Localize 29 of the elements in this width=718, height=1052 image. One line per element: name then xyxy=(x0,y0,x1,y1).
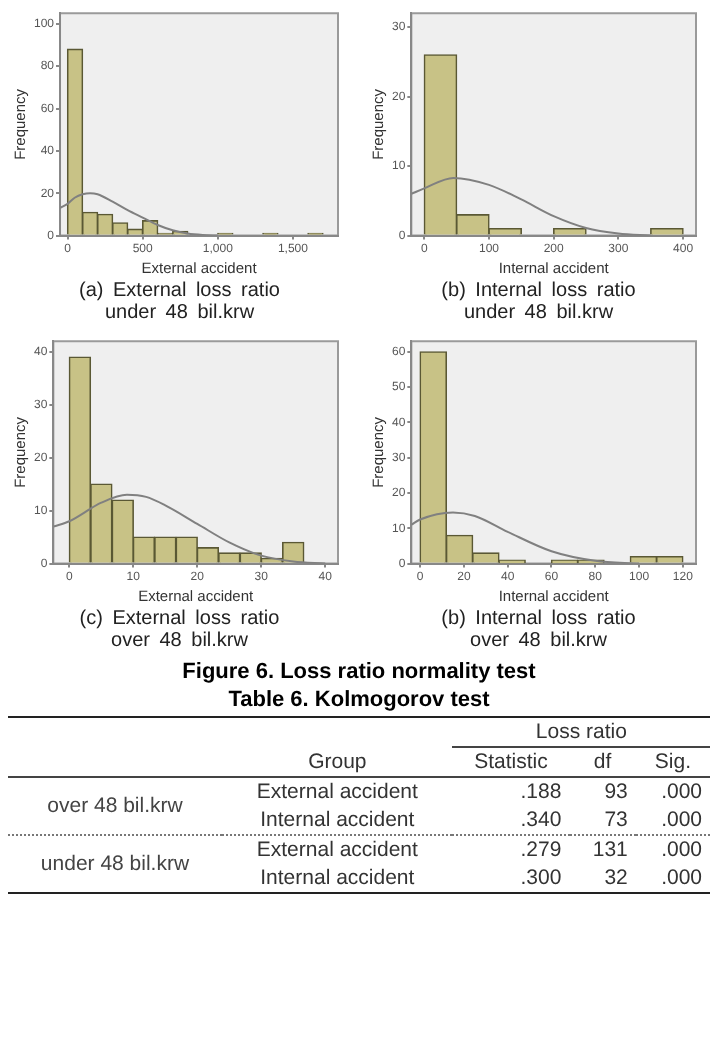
text: Group xyxy=(221,747,453,777)
text: .000 xyxy=(659,778,704,806)
text: External accident xyxy=(254,836,420,864)
caption: Figure 6. Loss ratio normality test xyxy=(180,660,538,684)
text: (b) Internal loss ratio under 48 bil.krw xyxy=(439,280,638,324)
text: Internal accident xyxy=(221,864,453,893)
text: 93 xyxy=(602,778,630,806)
text: 32 xyxy=(569,864,636,893)
text: .340 xyxy=(452,806,570,835)
text: .000 xyxy=(659,836,704,864)
text: .000 xyxy=(635,806,710,835)
text: over 48 bil.krw xyxy=(8,777,222,835)
text: under 48 bil.krw xyxy=(8,835,222,893)
text: 131 xyxy=(590,836,630,864)
text: .279 xyxy=(518,836,564,864)
text: .300 xyxy=(452,864,570,893)
text: (a) External loss ratio under 48 bil.krw xyxy=(77,280,282,324)
text: 73 xyxy=(569,806,636,835)
text: External accident xyxy=(254,778,420,806)
text: .188 xyxy=(518,778,564,806)
text: Statistic xyxy=(452,747,570,777)
text: Loss ratio xyxy=(452,717,710,747)
text: (c) External loss ratio over 48 bil.krw xyxy=(77,608,282,652)
text: (b) Internal loss ratio over 48 bil.krw xyxy=(439,608,638,652)
text: Sig. xyxy=(635,747,710,777)
text: df xyxy=(569,747,636,777)
text: Table 6. Kolmogorov test xyxy=(226,688,492,712)
text: Internal accident xyxy=(221,806,453,835)
text: .000 xyxy=(635,864,710,893)
